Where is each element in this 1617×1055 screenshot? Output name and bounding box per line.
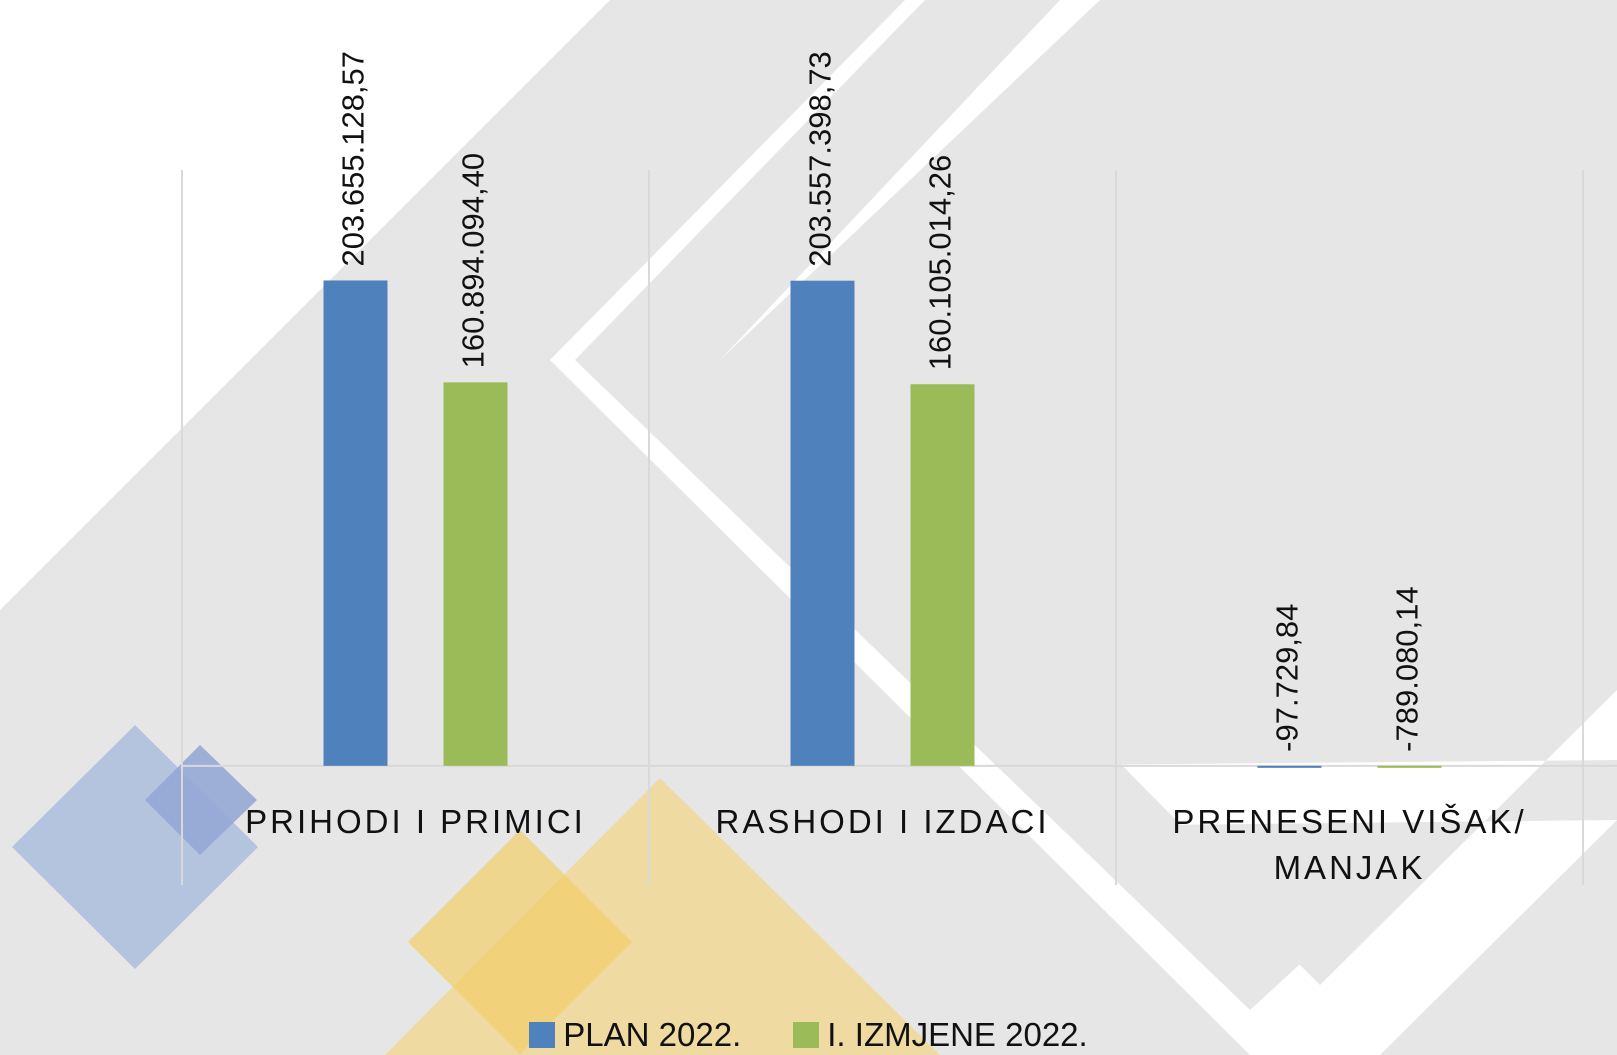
bar <box>1378 766 1442 768</box>
bar <box>791 281 855 766</box>
bar <box>324 280 388 765</box>
bar <box>1258 766 1322 768</box>
legend-label: PLAN 2022. <box>563 1016 741 1054</box>
x-tick-label: PRENESENI VIŠAK/ MANJAK <box>1140 799 1560 891</box>
x-tick-label: PRIHODI I PRIMICI <box>206 799 626 845</box>
data-label: 160.894.094,40 <box>456 153 491 369</box>
legend-swatch <box>529 1022 555 1048</box>
legend-item: PLAN 2022. <box>529 1016 741 1054</box>
legend-label: I. IZMJENE 2022. <box>827 1016 1087 1054</box>
chart: 203.655.128,57 160.894.094,40 203.557.398,… <box>0 0 1617 1055</box>
legend: PLAN 2022. I. IZMJENE 2022. <box>0 1016 1617 1055</box>
data-label: -97.729,84 <box>1270 604 1305 752</box>
page: 203.655.128,57 160.894.094,40 203.557.398,… <box>0 0 1617 1055</box>
data-label: 160.105.014,26 <box>923 155 958 371</box>
legend-item: I. IZMJENE 2022. <box>793 1016 1087 1054</box>
bar <box>911 384 975 766</box>
bar <box>444 382 508 765</box>
data-label: 203.655.128,57 <box>336 51 371 267</box>
data-label: -789.080,14 <box>1390 586 1425 751</box>
data-label: 203.557.398,73 <box>803 51 838 267</box>
x-tick-label: RASHODI I IZDACI <box>673 799 1093 845</box>
legend-swatch <box>793 1022 819 1048</box>
